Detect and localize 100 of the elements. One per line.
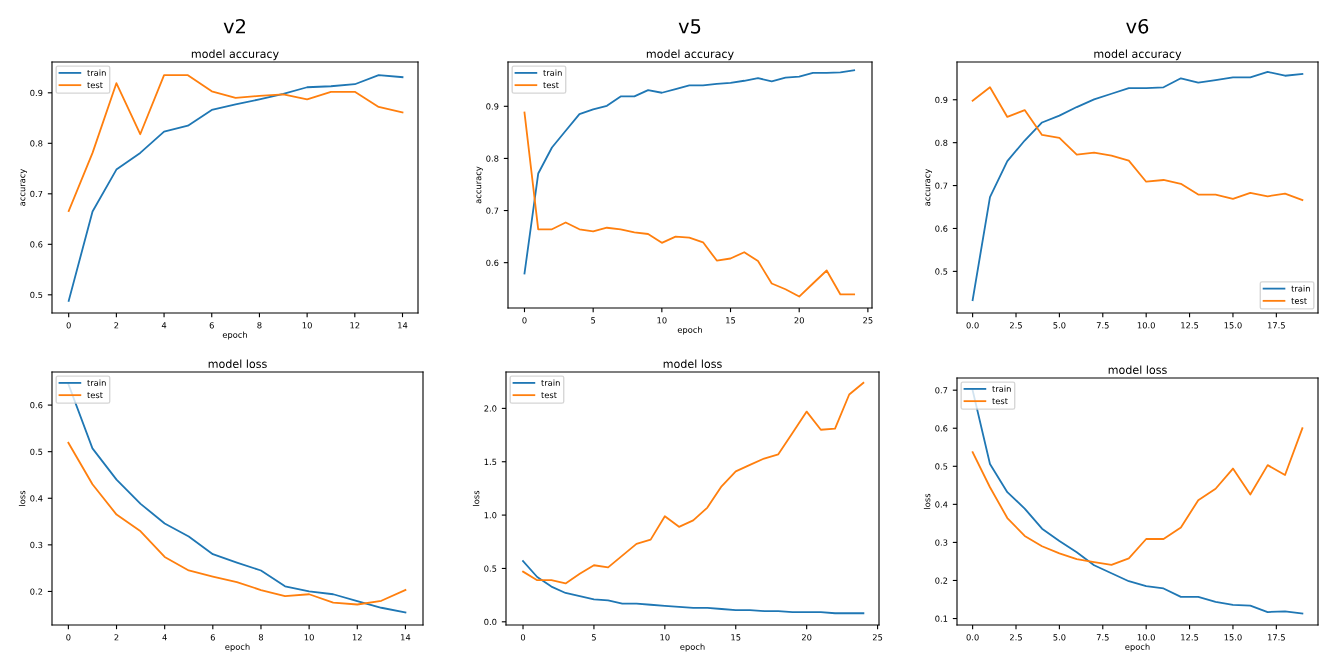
legend-label: train — [992, 385, 1011, 392]
x-tick-label: 12 — [352, 634, 362, 641]
x-axis-title: epoch — [680, 643, 705, 652]
chart-title: v6 — [1126, 18, 1149, 34]
chart-subtitle: model loss — [1108, 365, 1167, 374]
y-axis-title: accuracy — [20, 168, 27, 206]
x-tick-label: 2 — [114, 634, 119, 641]
y-tick-label: 2.0 — [484, 405, 497, 412]
x-tick-label: 0 — [66, 634, 71, 641]
legend-label: test — [541, 392, 557, 399]
chart-title: v5 — [678, 19, 701, 34]
line-series — [971, 86, 1304, 202]
legend-label: train — [87, 69, 106, 76]
chart-subtitle: model loss — [208, 359, 267, 368]
x-axis-title: epoch — [222, 331, 247, 340]
x-tick-label: 0 — [522, 317, 527, 324]
x-tick-label: 10 — [657, 317, 667, 324]
x-tick-label: 15 — [731, 634, 741, 641]
x-tick-label: 2 — [114, 322, 119, 329]
chart-subtitle: model accuracy — [1094, 49, 1182, 61]
x-tick-label: 10 — [660, 634, 670, 641]
line-series — [67, 441, 407, 606]
line-series — [522, 560, 865, 615]
x-tick-label: 12.5 — [1181, 634, 1199, 641]
x-tick-label: 15 — [726, 317, 736, 324]
x-tick-label: 25 — [872, 634, 883, 641]
y-tick-label: 0.7 — [935, 387, 948, 394]
y-axis-title: loss — [472, 490, 480, 506]
y-tick-label: 0.5 — [935, 268, 948, 275]
x-tick-label: 15.0 — [1224, 634, 1242, 641]
legend-label: test — [1291, 297, 1307, 304]
x-axis-title: epoch — [225, 643, 250, 652]
x-tick-label: 14 — [401, 634, 411, 641]
y-tick-label: 0.9 — [30, 89, 43, 97]
x-tick-label: 14 — [398, 322, 408, 329]
legend-label: train — [1291, 285, 1310, 292]
y-tick-label: 0.1 — [935, 615, 948, 622]
x-tick-label: 20 — [801, 634, 812, 641]
y-tick-label: 0.6 — [30, 241, 43, 248]
x-tick-label: 10 — [302, 322, 312, 329]
x-axis-title: epoch — [677, 326, 702, 335]
x-tick-label: 7.5 — [1096, 634, 1109, 641]
line-series — [523, 111, 856, 298]
x-tick-label: 4 — [162, 634, 167, 641]
x-tick-label: 12.5 — [1181, 322, 1199, 329]
legend-label: train — [541, 379, 560, 386]
x-axis-title: epoch — [1125, 643, 1150, 652]
legend-label: test — [87, 82, 103, 89]
legend-label: train — [543, 69, 562, 76]
y-tick-label: 0.5 — [30, 448, 43, 455]
y-tick-label: 0.2 — [30, 588, 43, 595]
line-series — [522, 381, 865, 585]
legend-label: test — [87, 392, 103, 399]
x-tick-label: 5.0 — [1053, 322, 1066, 329]
y-tick-label: 0.7 — [30, 190, 43, 198]
x-tick-label: 15.0 — [1224, 322, 1242, 329]
y-tick-label: 0.3 — [30, 541, 43, 549]
chart-title: v2 — [223, 18, 245, 34]
legend-label: test — [543, 82, 559, 89]
y-axis-title: loss — [923, 493, 931, 509]
x-tick-label: 20 — [794, 317, 804, 324]
x-tick-label: 6 — [209, 322, 214, 329]
line-series — [67, 74, 404, 302]
x-tick-label: 5 — [591, 317, 596, 324]
line-series — [971, 427, 1304, 566]
y-tick-label: 1.0 — [484, 512, 497, 519]
y-tick-label: 0.6 — [935, 425, 948, 432]
y-tick-label: 0.8 — [30, 140, 43, 147]
x-tick-label: 17.5 — [1267, 322, 1285, 329]
chart-subtitle: model loss — [663, 359, 722, 368]
x-tick-label: 8 — [257, 322, 262, 329]
y-tick-label: 1.5 — [484, 458, 497, 466]
legend-label: test — [992, 398, 1008, 405]
x-tick-label: 7.5 — [1096, 322, 1109, 329]
x-tick-label: 5.0 — [1053, 634, 1066, 641]
x-tick-label: 0 — [66, 322, 71, 329]
y-tick-label: 0.0 — [484, 618, 497, 626]
y-tick-label: 0.6 — [30, 402, 43, 409]
chart-subtitle: model accuracy — [646, 49, 734, 61]
x-tick-label: 10.0 — [1137, 322, 1155, 329]
x-tick-label: 0 — [520, 634, 526, 641]
x-tick-label: 10 — [304, 634, 314, 641]
y-tick-label: 0.7 — [935, 182, 948, 189]
y-tick-label: 0.5 — [30, 291, 43, 299]
line-series — [67, 74, 404, 212]
x-tick-label: 17.5 — [1267, 634, 1285, 641]
y-tick-label: 0.9 — [935, 96, 948, 104]
legend-label: train — [87, 379, 106, 386]
y-tick-label: 0.8 — [486, 155, 499, 162]
x-tick-label: 10.0 — [1137, 634, 1155, 641]
x-tick-label: 4 — [161, 322, 167, 329]
x-tick-label: 6 — [210, 634, 215, 641]
y-tick-label: 0.9 — [486, 103, 499, 110]
x-tick-label: 0.0 — [966, 322, 979, 329]
y-tick-label: 0.6 — [486, 259, 499, 266]
x-tick-label: 12 — [350, 322, 360, 329]
y-tick-label: 0.7 — [486, 207, 499, 214]
y-tick-label: 0.5 — [935, 463, 948, 470]
x-tick-label: 2.5 — [1009, 322, 1022, 329]
x-tick-label: 8 — [258, 634, 264, 641]
